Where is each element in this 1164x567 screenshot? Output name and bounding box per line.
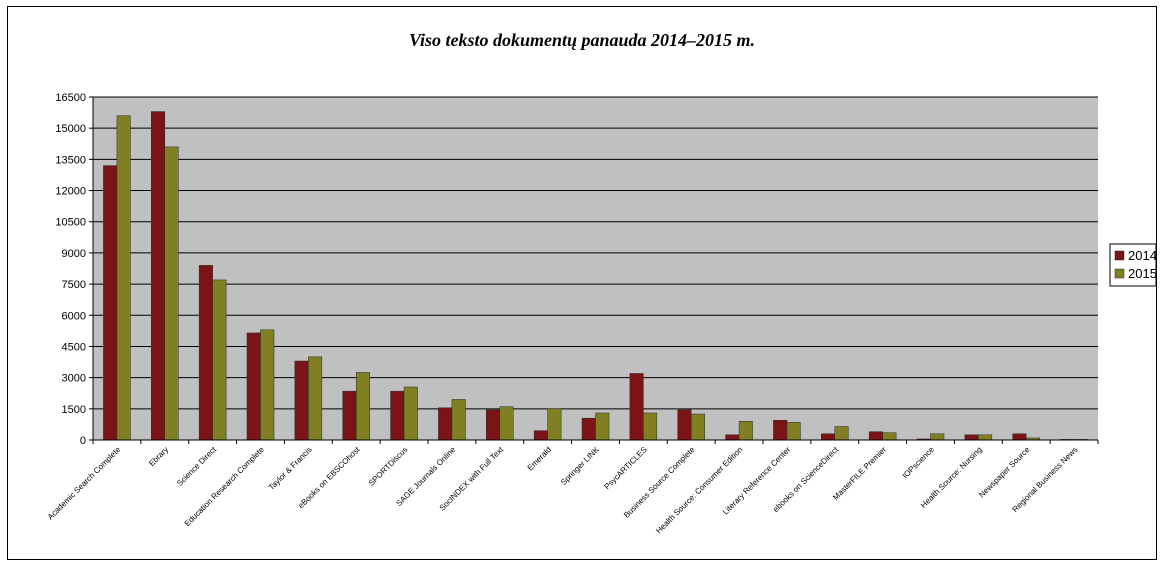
bar-2014-14 bbox=[773, 420, 788, 441]
bar-2015-3 bbox=[260, 329, 275, 441]
bar-2014-5 bbox=[342, 390, 357, 441]
legend-label-2014: 2014 bbox=[1128, 248, 1157, 263]
bar-2014-18 bbox=[964, 434, 979, 441]
bar-2014-8 bbox=[486, 409, 501, 441]
bar-2015-17 bbox=[930, 433, 945, 441]
bar-2014-4 bbox=[294, 360, 309, 441]
bar-2015-10 bbox=[595, 412, 610, 441]
bar-2015-0 bbox=[116, 115, 131, 441]
bar-2015-6 bbox=[403, 386, 418, 441]
bar-2015-1 bbox=[164, 146, 179, 441]
x-category-label: Academic Search Complete bbox=[46, 445, 123, 522]
y-tick-label: 4500 bbox=[62, 341, 86, 353]
x-category-label: IOPscience bbox=[901, 445, 937, 481]
chart-title: Viso teksto dokumentų panauda 2014–2015 … bbox=[408, 30, 756, 50]
bar-2015-2 bbox=[212, 279, 227, 441]
bar-2015-9 bbox=[547, 408, 562, 441]
y-tick-label: 1500 bbox=[62, 404, 86, 416]
x-category-label: Taylor & Francis bbox=[267, 445, 314, 492]
bar-2014-15 bbox=[821, 433, 836, 441]
bar-2014-1 bbox=[151, 111, 166, 441]
y-tick-label: 13500 bbox=[55, 154, 86, 166]
y-tick-label: 7500 bbox=[62, 279, 86, 291]
y-tick-label: 0 bbox=[80, 435, 86, 447]
bar-2014-11 bbox=[629, 373, 644, 441]
bar-2014-9 bbox=[533, 430, 548, 441]
bar-2014-13 bbox=[725, 434, 740, 441]
bar-2014-7 bbox=[438, 407, 453, 441]
bar-2015-15 bbox=[834, 426, 849, 441]
x-category-label: Ebrary bbox=[147, 445, 170, 468]
bar-2015-16 bbox=[882, 432, 897, 441]
x-category-label: Springer LINK bbox=[559, 445, 601, 487]
bar-2015-14 bbox=[786, 422, 801, 441]
bar-2014-12 bbox=[677, 409, 692, 441]
bar-2015-12 bbox=[690, 413, 705, 441]
bar-2014-6 bbox=[390, 390, 405, 441]
bar-2014-16 bbox=[868, 431, 883, 441]
bar-2014-0 bbox=[103, 165, 118, 441]
bar-2015-5 bbox=[355, 372, 370, 441]
bar-2014-3 bbox=[246, 332, 261, 441]
y-tick-label: 6000 bbox=[62, 310, 86, 322]
x-category-label: Science Direct bbox=[175, 445, 218, 488]
x-category-label: MasterFILE Premier bbox=[831, 445, 888, 502]
bar-2014-19 bbox=[1012, 433, 1027, 441]
bar-2015-18 bbox=[978, 434, 993, 441]
bar-2015-7 bbox=[451, 399, 466, 441]
y-tick-label: 12000 bbox=[55, 186, 86, 198]
bar-2015-11 bbox=[643, 412, 658, 441]
y-tick-label: 10500 bbox=[55, 217, 86, 229]
x-category-label: SPORTDiscus bbox=[367, 445, 410, 488]
legend-swatch-2014 bbox=[1114, 250, 1125, 261]
bar-2015-13 bbox=[738, 421, 753, 441]
legend-swatch-2015 bbox=[1114, 268, 1125, 279]
legend-label-2015: 2015 bbox=[1128, 266, 1157, 281]
plot-area bbox=[93, 97, 1098, 440]
bar-2014-10 bbox=[581, 417, 596, 441]
x-category-label: Health Source: Consumer Edition bbox=[654, 445, 744, 535]
bar-2014-2 bbox=[198, 265, 213, 441]
x-category-label: PsycARTICLES bbox=[603, 445, 649, 491]
x-category-label: Education Research Complete bbox=[183, 445, 266, 528]
y-tick-label: 16500 bbox=[55, 92, 86, 104]
y-tick-label: 9000 bbox=[62, 248, 86, 260]
y-tick-label: 15000 bbox=[55, 123, 86, 135]
y-tick-label: 3000 bbox=[62, 373, 86, 385]
x-category-label: Emerald bbox=[526, 445, 553, 472]
bar-2015-4 bbox=[308, 356, 323, 441]
x-category-label: Newspaper Source bbox=[977, 445, 1032, 500]
bar-2015-8 bbox=[499, 406, 514, 441]
